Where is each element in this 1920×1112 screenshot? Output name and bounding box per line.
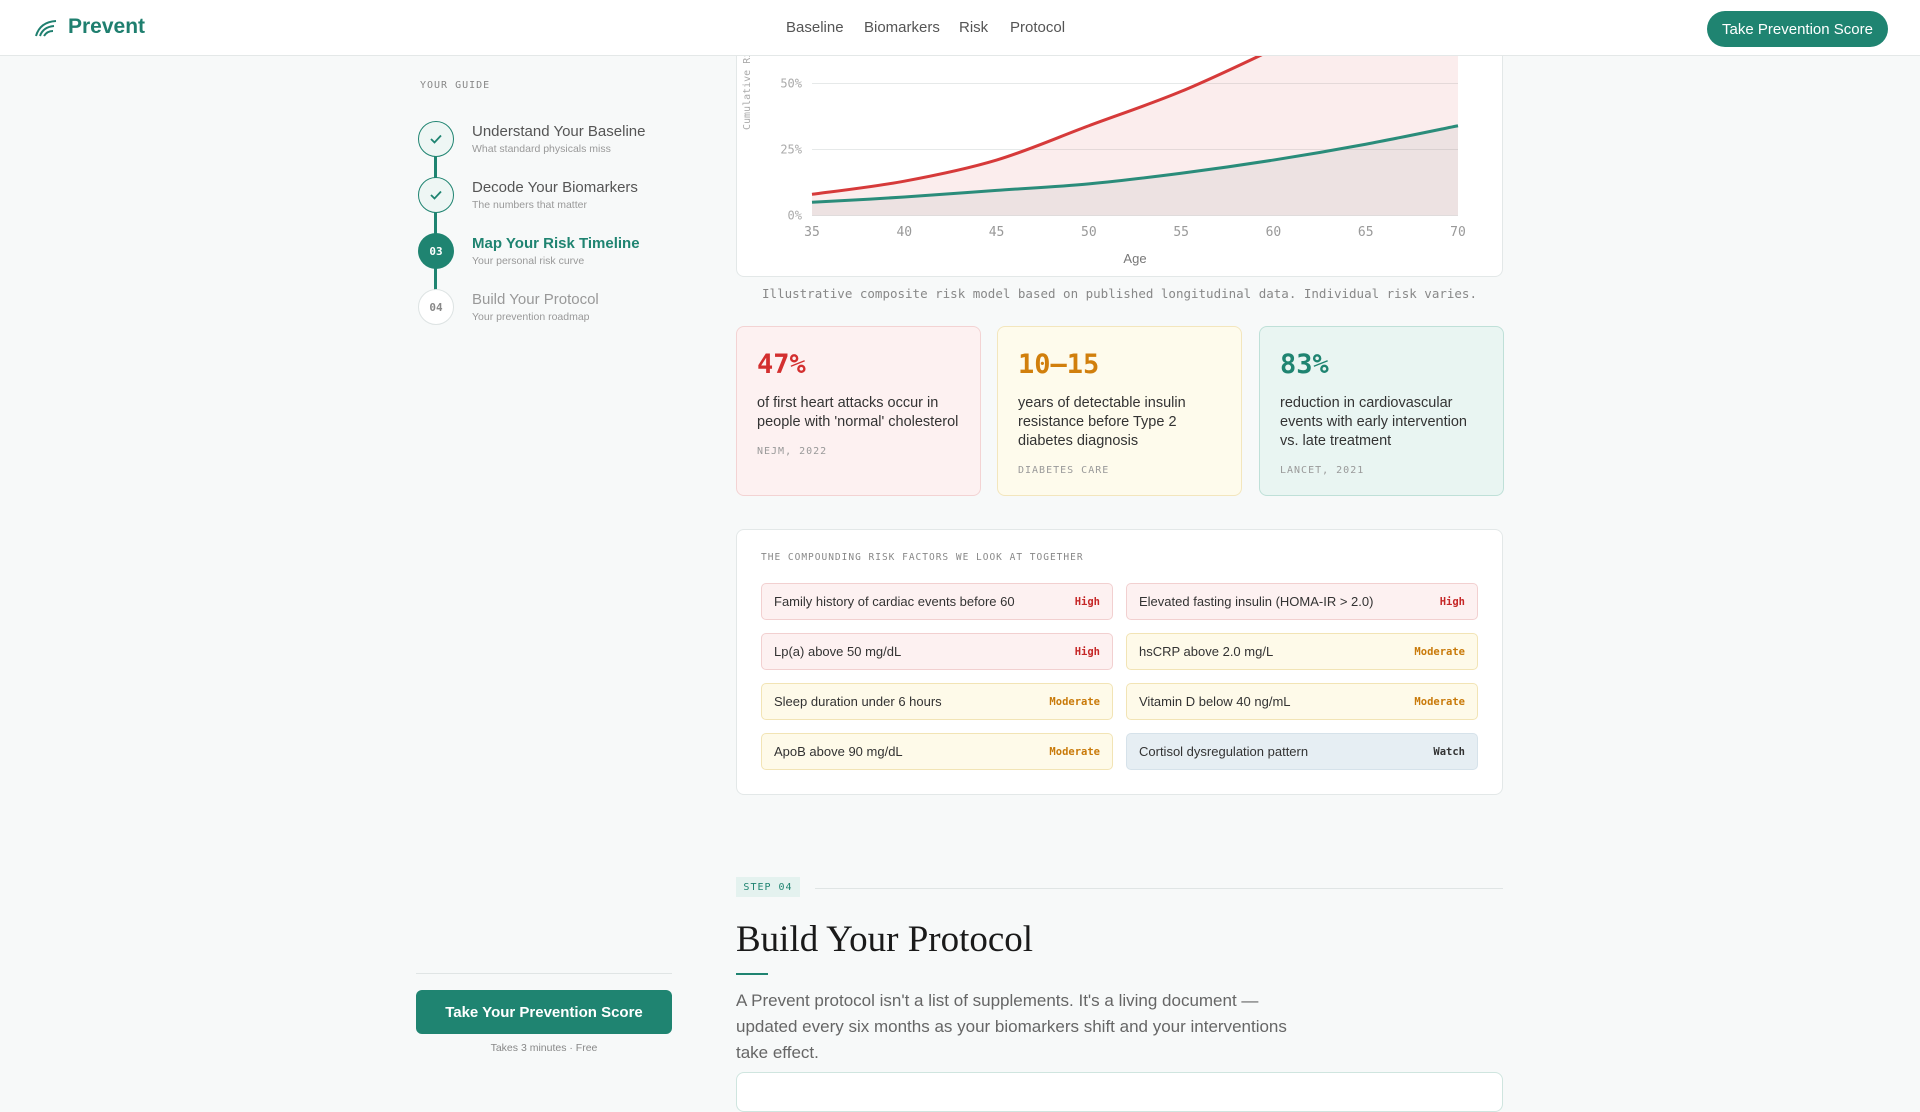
nav-link[interactable]: Risk (959, 19, 989, 36)
factor-level: High (1074, 595, 1100, 608)
divider (815, 888, 1503, 889)
risk-factor: Vitamin D below 40 ng/mL Moderate (1126, 683, 1478, 720)
step-title[interactable]: Decode Your Biomarkers (472, 179, 638, 196)
y-tick-label: 50% (780, 77, 802, 91)
stat-card: 83% reduction in cardiovascular events wi… (1259, 326, 1504, 496)
stat-value: 83% (1280, 349, 1329, 380)
risk-factor: hsCRP above 2.0 mg/L Moderate (1126, 633, 1478, 670)
cta-button[interactable]: Take Prevention Score (1707, 11, 1888, 47)
line (811, 124, 1459, 204)
brand[interactable]: Prevent (68, 15, 146, 38)
step-number[interactable]: 04 (418, 289, 454, 325)
factor-level: Moderate (1414, 645, 1465, 658)
nav-link[interactable]: Baseline (786, 19, 844, 36)
stat-text: reduction in cardiovascular events with … (1280, 395, 1467, 449)
x-tick-label: 50 (1081, 225, 1097, 240)
x-tick-label: 55 (1173, 225, 1189, 240)
factor-level: Watch (1433, 745, 1465, 758)
y-tick-label: 0% (788, 209, 803, 223)
divider (416, 973, 672, 974)
factor-name: Family history of cardiac events before … (774, 594, 1015, 609)
step-title[interactable]: Map Your Risk Timeline (472, 235, 640, 252)
stat-text: years of detectable insulin resistance b… (1018, 395, 1186, 449)
step-check[interactable] (418, 121, 454, 157)
stat-value: 10–15 (1018, 349, 1100, 380)
x-tick-label: 35 (804, 225, 820, 240)
guide-label: YOUR GUIDE (420, 80, 491, 91)
stat-source: LANCET, 2021 (1280, 465, 1365, 476)
stat-text: of first heart attacks occur in people w… (757, 395, 959, 430)
risk-factor: Lp(a) above 50 mg/dL High (761, 633, 1113, 670)
x-axis-label: Age (1123, 251, 1146, 266)
factor-name: Lp(a) above 50 mg/dL (774, 644, 902, 659)
factor-name: Vitamin D below 40 ng/mL (1139, 694, 1291, 709)
protocol-card (736, 1072, 1503, 1112)
factor-name: ApoB above 90 mg/dL (774, 744, 903, 759)
risk-factor: ApoB above 90 mg/dL Moderate (761, 733, 1113, 770)
y-axis-label: Cumulative Risk (742, 40, 753, 130)
risk-factor: Elevated fasting insulin (HOMA-IR > 2.0)… (1126, 583, 1478, 620)
x-tick-label: 60 (1266, 225, 1282, 240)
y-tick-label: 25% (780, 143, 802, 157)
factor-level: Moderate (1049, 745, 1100, 758)
risk-factor: Sleep duration under 6 hours Moderate (761, 683, 1113, 720)
factor-level: High (1074, 645, 1100, 658)
step-subtitle: What standard physicals miss (472, 143, 611, 155)
logo-icon (35, 20, 57, 37)
x-tick-label: 65 (1358, 225, 1374, 240)
nav-link[interactable]: Protocol (1010, 19, 1066, 36)
top-bar: Prevent Baseline Biomarkers Risk Protoco… (0, 0, 1920, 56)
factor-level: Moderate (1049, 695, 1100, 708)
x-tick-label: 40 (896, 225, 912, 240)
title-underline (736, 973, 768, 975)
section-text: A Prevent protocol isn't a list of suppl… (736, 991, 1287, 1062)
step-subtitle: The numbers that matter (472, 199, 587, 211)
step-title[interactable]: Build Your Protocol (472, 291, 599, 308)
factor-name: Sleep duration under 6 hours (774, 694, 942, 709)
factor-name: Cortisol dysregulation pattern (1139, 744, 1309, 759)
factor-level: Moderate (1414, 695, 1465, 708)
step-subtitle: Your personal risk curve (472, 255, 585, 267)
risk-factor: Family history of cardiac events before … (761, 583, 1113, 620)
stat-card: 47% of first heart attacks occur in peopl… (736, 326, 981, 496)
factor-level: High (1439, 595, 1465, 608)
stat-value: 47% (757, 349, 806, 380)
factor-name: hsCRP above 2.0 mg/L (1139, 644, 1274, 659)
stat-source: DIABETES CARE (1018, 465, 1110, 476)
step-number[interactable]: 03 (418, 233, 454, 269)
chart-caption: Illustrative composite risk model based … (762, 286, 1477, 301)
stat-source: NEJM, 2022 (757, 446, 828, 457)
risk-factor: Cortisol dysregulation pattern Watch (1126, 733, 1478, 770)
sidebar-cta[interactable]: Take Your Prevention Score (416, 990, 672, 1034)
x-tick-label: 45 (989, 225, 1005, 240)
nav-link[interactable]: Biomarkers (864, 19, 940, 36)
step-check[interactable] (418, 177, 454, 213)
step-subtitle: Your prevention roadmap (472, 311, 590, 323)
x-tick-label: 70 (1450, 225, 1466, 240)
progress-line (434, 140, 437, 290)
stat-card: 10–15 years of detectable insulin resista… (997, 326, 1242, 496)
section-title: Build Your Protocol (736, 919, 1034, 960)
step-badge: STEP 04 (736, 877, 800, 897)
step-title[interactable]: Understand Your Baseline (472, 123, 646, 140)
factor-name: Elevated fasting insulin (HOMA-IR > 2.0) (1139, 594, 1374, 609)
cta-note: Takes 3 minutes · Free (490, 1042, 598, 1054)
factors-title: THE COMPOUNDING RISK FACTORS WE LOOK AT … (761, 552, 1084, 563)
